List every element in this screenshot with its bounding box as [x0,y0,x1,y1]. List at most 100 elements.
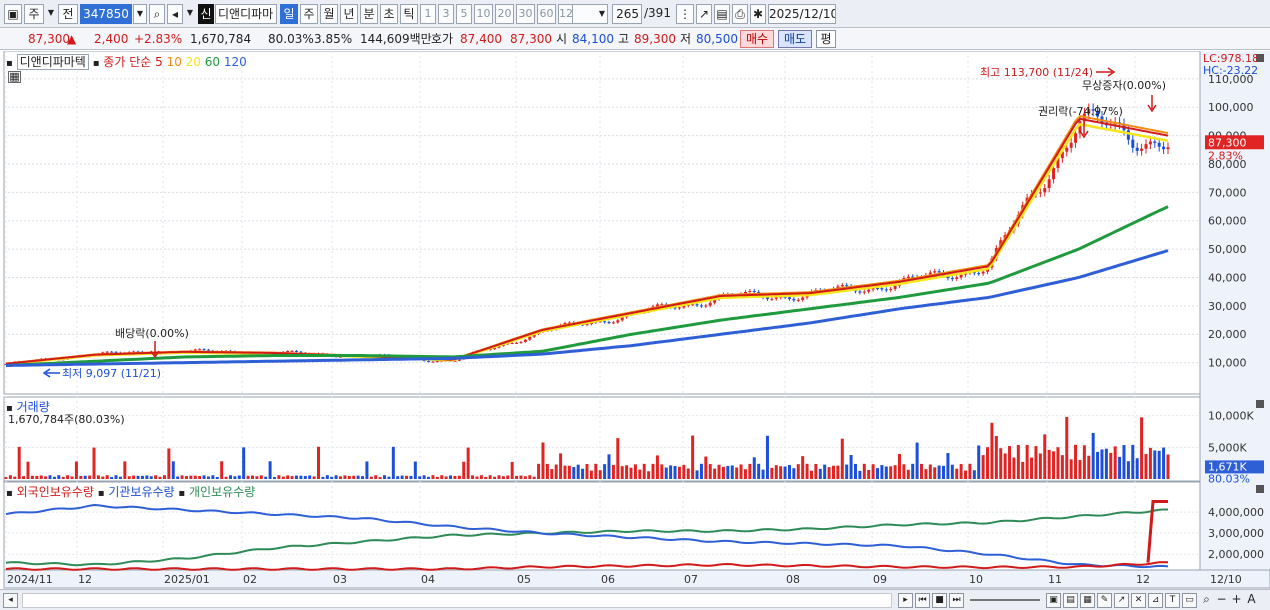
volume-bar [809,470,813,479]
volume-bar [686,468,690,479]
grid-icon[interactable]: ▦ [1080,593,1095,608]
volume-bar [52,476,56,479]
panel-menu-icon[interactable]: ▪ [6,403,13,414]
ruler-icon[interactable]: ⊿ [1148,593,1163,608]
candle-body [770,298,774,300]
volume-bar [457,475,461,479]
speaker-icon[interactable]: ◂ [167,4,183,24]
volume-bar [488,475,492,479]
stock-chart[interactable]: 110,000100,00090,00080,00070,00060,00050… [0,50,1270,589]
panel-menu-icon[interactable]: ▪ [6,58,13,69]
tick-tab-20[interactable]: 20 [495,4,514,24]
layout-icon[interactable]: ▣ [1046,593,1061,608]
scroll-left-icon[interactable]: ◂ [3,593,18,608]
period-tab-1[interactable]: 주 [300,4,318,24]
period-tab-6[interactable]: 틱 [400,4,418,24]
tick-dropdown[interactable]: ▼ [572,4,608,24]
zoom-slider[interactable] [970,599,1040,601]
volume-bar [523,476,527,479]
volume-bar [48,475,52,479]
candle-body [660,304,664,306]
eval-button[interactable]: 평 [816,30,836,48]
stop-icon[interactable]: ■ [932,593,947,608]
skip-first-icon[interactable]: ⏮ [915,593,930,608]
tool-icon[interactable]: ✎ [1097,593,1112,608]
volume-bar [598,470,602,479]
minus-icon[interactable]: − [1216,592,1227,606]
tick-tab-5[interactable]: 5 [456,4,472,24]
calculator-icon[interactable]: ▦ [8,70,21,83]
period-tab-3[interactable]: 년 [340,4,358,24]
chart-area[interactable]: 110,000100,00090,00080,00070,00060,00050… [0,50,1270,589]
candle-body [748,290,752,292]
candle-body [752,290,756,292]
tick-tab-30[interactable]: 30 [516,4,535,24]
period-code-select[interactable]: 주 [24,4,44,24]
count-input[interactable]: 265 [612,4,642,24]
period-tab-2[interactable]: 월 [320,4,338,24]
search-icon[interactable]: ⌕ [149,4,165,24]
holder-y-tick: 3,000,000 [1208,527,1264,540]
gear-icon[interactable]: ✱ [750,4,766,24]
text-icon[interactable]: T [1165,593,1180,608]
volume-bar [911,463,915,479]
print-icon[interactable]: ⎙ [732,4,748,24]
window-icon[interactable]: ▣ [4,4,22,24]
sell-button[interactable]: 매도 [778,30,812,48]
candle-body [114,351,118,353]
volume-bar [413,461,417,479]
skip-last-icon[interactable]: ⏭ [949,593,964,608]
candle-body [339,356,343,358]
panel-menu-icon[interactable]: ▪ [178,488,186,499]
volume-bar [849,455,853,479]
candle-body [1069,142,1073,148]
scroll-right-icon[interactable]: ▸ [898,593,913,608]
scroll-track[interactable] [22,593,892,608]
font-size-icon[interactable]: A [1247,592,1256,606]
volume-bar [823,464,827,479]
image-icon[interactable]: ▭ [1182,593,1197,608]
holder-panel [3,481,1270,571]
volume-bar [1126,461,1130,479]
candle-body [1096,110,1100,117]
volume-bar [493,476,497,479]
panel-menu-icon[interactable]: ▪ [97,488,105,499]
market-select[interactable]: 전 [58,4,78,24]
volume-bar [858,470,862,479]
period-tab-4[interactable]: 분 [360,4,378,24]
volume-bar [673,466,677,479]
panel-menu-icon[interactable]: ▪ [92,58,100,69]
chart-tools-icon[interactable]: ⋮ [676,4,694,24]
plus-icon[interactable]: + [1231,592,1242,606]
period-tab-5[interactable]: 초 [380,4,398,24]
volume-bar [506,475,510,479]
chevron-down-icon[interactable]: ▼ [186,8,194,17]
search-icon[interactable]: ⌕ [1203,592,1210,606]
stock-code-input[interactable]: 347850 [80,4,132,24]
trend-icon[interactable]: ↗ [1114,593,1129,608]
tick-tab-60[interactable]: 60 [537,4,556,24]
panel-menu-icon[interactable]: ▪ [6,488,13,499]
candle-body [193,349,197,351]
stock-tab[interactable]: 디앤디파마텍 [16,54,89,70]
tick-tab-1[interactable]: 1 [420,4,436,24]
volume-y-tick: 5,000K [1208,441,1247,454]
buy-button[interactable]: 매수 [740,30,774,48]
candle-body [198,349,202,351]
volume-bar [743,469,747,479]
save-icon[interactable]: ▤ [714,4,730,24]
period-tab-0[interactable]: 일 [280,4,298,24]
tick-tab-3[interactable]: 3 [438,4,454,24]
candle-body [796,299,800,301]
code-dropdown-icon[interactable]: ▼ [133,4,147,24]
split-icon[interactable]: ▤ [1063,593,1078,608]
chevron-down-icon[interactable]: ▼ [47,8,55,17]
tick-tab-10[interactable]: 10 [474,4,493,24]
zoom-icon[interactable]: ↗ [696,4,712,24]
date-input[interactable]: 2025/12/10 [768,4,836,24]
volume-bar [246,475,250,479]
volume-bar [713,468,717,479]
cross-icon[interactable]: ✕ [1131,593,1146,608]
volume-bar [189,475,193,479]
